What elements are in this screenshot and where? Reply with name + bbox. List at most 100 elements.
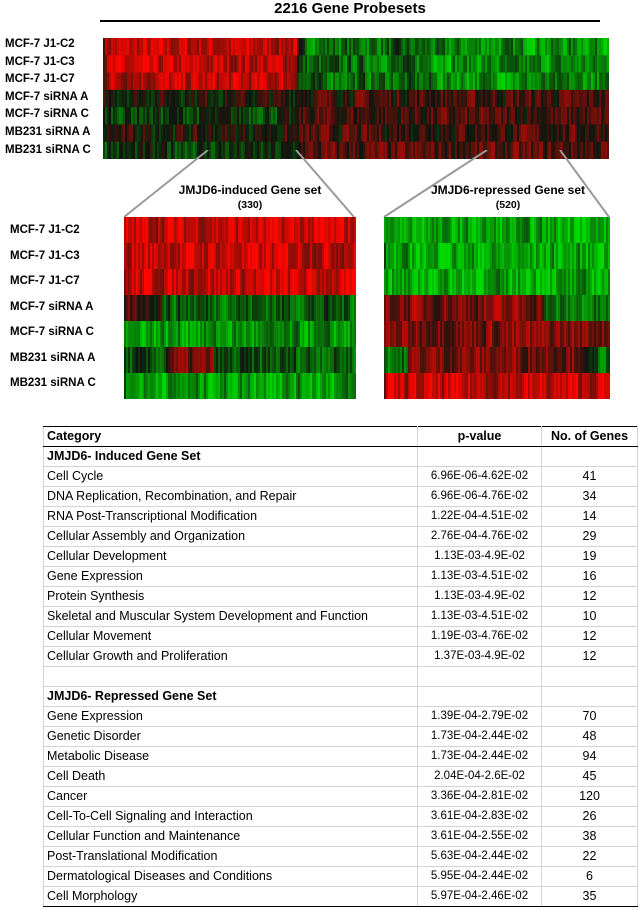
repressed-panel-count: (520) xyxy=(495,199,521,211)
row-label: MCF-7 J1-C2 xyxy=(5,38,75,50)
category-cell: Gene Expression xyxy=(43,706,418,727)
genes-cell: 120 xyxy=(541,786,638,807)
empty-cell xyxy=(541,686,638,707)
row-label: MCF-7 siRNA A xyxy=(10,300,94,313)
genes-cell: 26 xyxy=(541,806,638,827)
category-cell: RNA Post-Transcriptional Modification xyxy=(43,506,418,527)
zoom-connectors xyxy=(123,150,610,218)
table-row: Cell Cycle 6.96E-06-4.62E-02 41 xyxy=(43,466,638,487)
pvalue-cell: 1.73E-04-2.44E-02 xyxy=(417,746,542,767)
genes-cell: 35 xyxy=(541,886,638,907)
pvalue-cell: 3.36E-04-2.81E-02 xyxy=(417,786,542,807)
category-cell: Genetic Disorder xyxy=(43,726,418,747)
table-row: Cell Morphology 5.97E-04-2.46E-02 35 xyxy=(43,886,638,907)
category-cell: Cellular Growth and Proliferation xyxy=(43,646,418,667)
category-cell: Cellular Assembly and Organization xyxy=(43,526,418,547)
pvalue-cell: 1.73E-04-2.44E-02 xyxy=(417,726,542,747)
pvalue-cell: 5.63E-04-2.44E-02 xyxy=(417,846,542,867)
table-row: Skeletal and Muscular System Development… xyxy=(43,606,638,627)
table-row: Gene Expression 1.13E-03-4.51E-02 16 xyxy=(43,566,638,587)
table-row: Gene Expression 1.39E-04-2.79E-02 70 xyxy=(43,706,638,727)
table-body: JMJD6- Induced Gene Set Cell Cycle 6.96E-0… xyxy=(43,446,638,907)
table-row: Cell Death 2.04E-04-2.6E-02 45 xyxy=(43,766,638,787)
pvalue-cell: 5.95E-04-2.44E-02 xyxy=(417,866,542,887)
category-cell: Cell Cycle xyxy=(43,466,418,487)
pvalue-cell: 1.39E-04-2.79E-02 xyxy=(417,706,542,727)
section-heading-row: JMJD6- Induced Gene Set xyxy=(43,446,638,467)
pvalue-cell: 1.13E-03-4.9E-02 xyxy=(417,586,542,607)
empty-cell xyxy=(417,446,542,467)
empty-cell xyxy=(417,666,542,687)
row-label: MCF-7 J1-C3 xyxy=(10,249,80,262)
genes-cell: 38 xyxy=(541,826,638,847)
section-heading-row: JMJD6- Repressed Gene Set xyxy=(43,686,638,707)
genes-cell: 45 xyxy=(541,766,638,787)
category-cell: Metabolic Disease xyxy=(43,746,418,767)
genes-cell: 94 xyxy=(541,746,638,767)
category-cell: Gene Expression xyxy=(43,566,418,587)
connector-induced-right xyxy=(295,150,355,218)
genes-cell: 70 xyxy=(541,706,638,727)
repressed-heatmap xyxy=(384,217,610,399)
induced-panel-count: (330) xyxy=(237,199,263,211)
genes-cell: 22 xyxy=(541,846,638,867)
category-cell: Cell-To-Cell Signaling and Interaction xyxy=(43,806,418,827)
pvalue-cell: 5.97E-04-2.46E-02 xyxy=(417,886,542,907)
category-cell: Cell Morphology xyxy=(43,886,418,907)
table-row: Dermatological Diseases and Conditions 5.… xyxy=(43,866,638,887)
row-label: MCF-7 J1-C2 xyxy=(10,224,80,236)
header-category: Category xyxy=(43,426,418,447)
genes-cell: 16 xyxy=(541,566,638,587)
table-row: Cancer 3.36E-04-2.81E-02 120 xyxy=(43,786,638,807)
pvalue-cell: 1.22E-04-4.51E-02 xyxy=(417,506,542,527)
table-row: Cellular Assembly and Organization 2.76E-… xyxy=(43,526,638,547)
category-cell: Cellular Movement xyxy=(43,626,418,647)
empty-cell xyxy=(43,666,418,687)
pvalue-cell: 1.37E-03-4.9E-02 xyxy=(417,646,542,667)
pvalue-cell: 2.76E-04-4.76E-02 xyxy=(417,526,542,547)
category-cell: Cellular Development xyxy=(43,546,418,567)
table-row: Cellular Function and Maintenance 3.61E-0… xyxy=(43,826,638,847)
row-label: MCF-7 J1-C7 xyxy=(10,275,80,287)
category-cell: DNA Replication, Recombination, and Repa… xyxy=(43,486,418,507)
genes-cell: 29 xyxy=(541,526,638,547)
table-row: Post-Translational Modification 5.63E-04-… xyxy=(43,846,638,867)
row-label: MB231 siRNA C xyxy=(5,143,91,156)
genes-cell: 48 xyxy=(541,726,638,747)
pvalue-cell: 1.13E-03-4.51E-02 xyxy=(417,566,542,587)
repressed-panel-title: JMJD6-repressed Gene set xyxy=(430,183,586,197)
top-heatmap xyxy=(103,38,609,159)
genes-cell: 41 xyxy=(541,466,638,487)
table-row: RNA Post-Transcriptional Modification 1.2… xyxy=(43,506,638,527)
spacer-row xyxy=(43,666,638,687)
pathway-table: Category p-value No. of Genes JMJD6- Ind… xyxy=(43,426,638,907)
pvalue-cell: 3.61E-04-2.55E-02 xyxy=(417,826,542,847)
induced-panel-title: JMJD6-induced Gene set xyxy=(178,183,322,197)
category-cell: Protein Synthesis xyxy=(43,586,418,607)
category-cell: Cellular Function and Maintenance xyxy=(43,826,418,847)
genes-cell: 12 xyxy=(541,626,638,647)
genes-cell: 10 xyxy=(541,606,638,627)
genes-cell: 14 xyxy=(541,506,638,527)
genes-cell: 12 xyxy=(541,646,638,667)
table-row: DNA Replication, Recombination, and Repa… xyxy=(43,486,638,507)
header-pvalue: p-value xyxy=(417,426,542,447)
pvalue-cell: 3.61E-04-2.83E-02 xyxy=(417,806,542,827)
category-cell: Dermatological Diseases and Conditions xyxy=(43,866,418,887)
header-genes: No. of Genes xyxy=(541,426,638,447)
connector-repressed-left xyxy=(383,150,488,218)
table-row: Cell-To-Cell Signaling and Interaction 3.… xyxy=(43,806,638,827)
category-cell: Skeletal and Muscular System Development… xyxy=(43,606,418,627)
table-row: Genetic Disorder 1.73E-04-2.44E-02 48 xyxy=(43,726,638,747)
row-label: MCF-7 J1-C3 xyxy=(5,55,75,68)
genes-cell: 19 xyxy=(541,546,638,567)
table-row: Cellular Movement 1.19E-03-4.76E-02 12 xyxy=(43,626,638,647)
row-label: MCF-7 siRNA C xyxy=(5,108,89,121)
genes-cell: 34 xyxy=(541,486,638,507)
connector-induced-left xyxy=(123,150,209,218)
title-underline xyxy=(100,20,600,22)
row-label: MB231 siRNA A xyxy=(5,126,91,138)
row-label: MB231 siRNA A xyxy=(10,351,96,364)
induced-heatmap xyxy=(124,217,356,399)
row-label: MCF-7 siRNA A xyxy=(5,90,89,103)
